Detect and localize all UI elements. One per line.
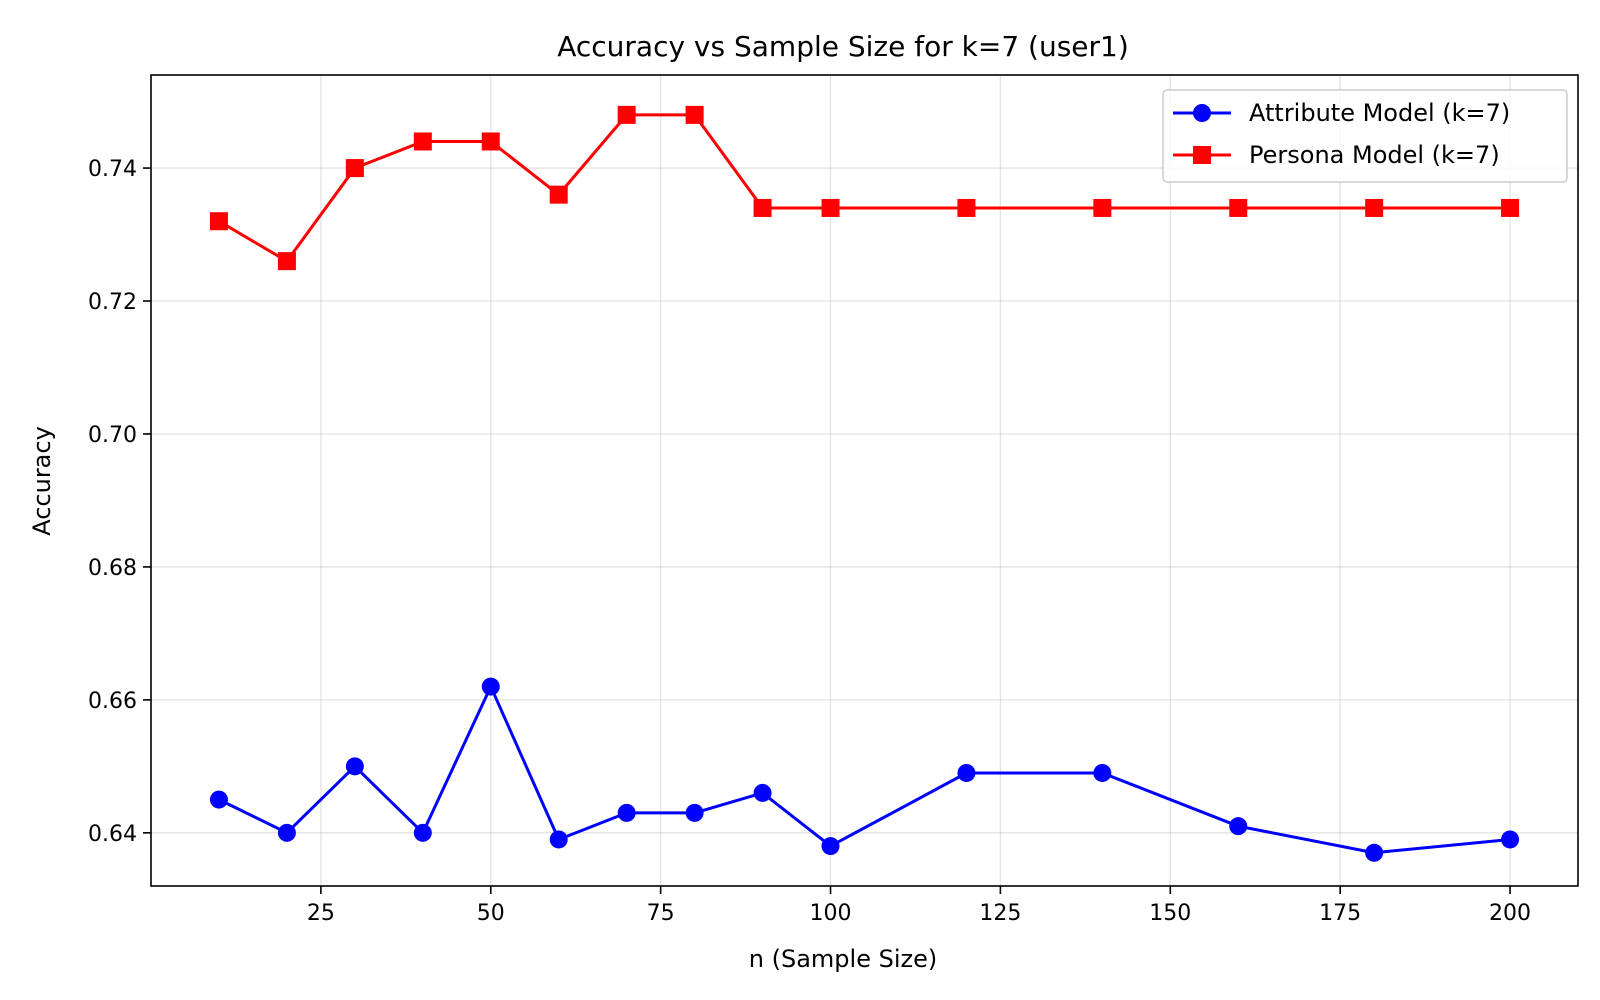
y-axis-label: Accuracy — [28, 426, 56, 536]
y-tick-label: 0.66 — [88, 689, 137, 714]
data-point — [1093, 198, 1112, 217]
y-axis: 0.64 0.66 0.68 0.70 0.72 0.74 — [88, 157, 151, 847]
data-point — [481, 677, 500, 696]
data-point — [753, 783, 772, 802]
data-point — [1229, 198, 1248, 217]
legend-label: Attribute Model (k=7) — [1249, 99, 1510, 127]
legend: Attribute Model (k=7) Persona Model (k=7) — [1162, 89, 1568, 183]
data-point — [413, 132, 432, 151]
y-tick-label: 0.70 — [88, 423, 137, 448]
series-2 — [209, 105, 1520, 271]
data-point — [345, 159, 364, 178]
data-point — [821, 198, 840, 217]
series-1 — [209, 677, 1520, 862]
data-point — [1501, 198, 1520, 217]
data-point — [549, 830, 568, 849]
data-point — [753, 198, 772, 217]
legend-marker — [1193, 104, 1211, 122]
data-point — [957, 198, 976, 217]
data-point — [1365, 843, 1384, 862]
data-point — [685, 105, 704, 124]
data-point — [413, 823, 432, 842]
data-point — [345, 757, 364, 776]
data-point — [1365, 198, 1384, 217]
legend-marker — [1193, 146, 1211, 164]
data-point — [685, 803, 704, 822]
data-point — [1501, 830, 1520, 849]
x-tick-label: 100 — [810, 901, 852, 926]
data-point — [277, 252, 296, 271]
x-tick-label: 125 — [979, 901, 1021, 926]
x-tick-label: 175 — [1319, 901, 1361, 926]
data-point — [1093, 763, 1112, 782]
grid — [151, 75, 1578, 886]
x-tick-label: 150 — [1149, 901, 1191, 926]
legend-item: Persona Model (k=7) — [1173, 141, 1500, 169]
x-axis: 25 50 75 100 125 150 175 200 — [307, 886, 1531, 926]
y-tick-label: 0.68 — [88, 556, 137, 581]
data-point — [617, 803, 636, 822]
series-layer — [209, 105, 1520, 862]
data-point — [209, 790, 228, 809]
plot-frame — [150, 74, 1579, 887]
y-tick-label: 0.64 — [88, 822, 137, 847]
legend-box — [1162, 89, 1568, 183]
chart-title: Accuracy vs Sample Size for k=7 (user1) — [557, 30, 1129, 63]
x-tick-label: 75 — [647, 901, 675, 926]
x-tick-label: 25 — [307, 901, 335, 926]
y-tick-label: 0.74 — [88, 157, 137, 182]
data-point — [617, 105, 636, 124]
data-point — [821, 837, 840, 856]
legend-label: Persona Model (k=7) — [1249, 141, 1500, 169]
y-tick-label: 0.72 — [88, 290, 137, 315]
x-tick-label: 50 — [477, 901, 505, 926]
x-tick-label: 200 — [1489, 901, 1531, 926]
series-line — [218, 685, 1511, 855]
data-point — [957, 763, 976, 782]
x-axis-label: n (Sample Size) — [749, 945, 937, 973]
data-point — [549, 185, 568, 204]
data-point — [277, 823, 296, 842]
data-point — [209, 212, 228, 231]
legend-item: Attribute Model (k=7) — [1173, 99, 1510, 127]
data-point — [1229, 817, 1248, 836]
data-point — [481, 132, 500, 151]
